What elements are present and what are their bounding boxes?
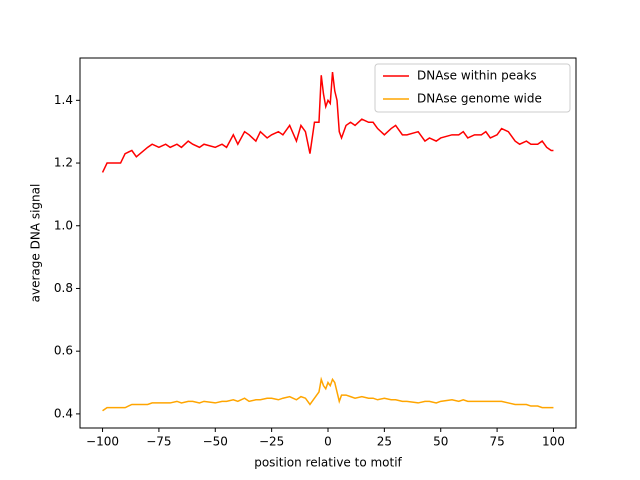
y-tick-label: 1.2 <box>54 156 73 170</box>
x-tick-label: 75 <box>489 435 504 449</box>
legend-label: DNAse within peaks <box>417 69 537 83</box>
legend-box <box>374 63 571 113</box>
data-line <box>101 72 554 173</box>
legend-label: DNAse genome wide <box>417 92 542 106</box>
x-tick-label: 50 <box>433 435 448 449</box>
x-axis-label: position relative to motif <box>254 456 402 470</box>
x-tick-label: 0 <box>324 435 332 449</box>
x-tick-label: 100 <box>542 435 565 449</box>
x-tick-label: 25 <box>377 435 392 449</box>
y-tick-label: 1.0 <box>54 218 73 232</box>
y-tick-label: 1.4 <box>54 93 73 107</box>
x-tick-label: −100 <box>86 435 119 449</box>
plot-frame <box>79 57 577 429</box>
y-axis-label: average DNA signal <box>29 184 43 303</box>
x-tick-label: −50 <box>203 435 228 449</box>
y-tick-label: 0.4 <box>54 406 73 420</box>
data-line <box>102 376 554 412</box>
y-tick-label: 0.6 <box>54 344 73 358</box>
x-tick-label: −25 <box>259 435 284 449</box>
y-tick-label: 0.8 <box>54 281 73 295</box>
x-tick-label: −75 <box>146 435 171 449</box>
